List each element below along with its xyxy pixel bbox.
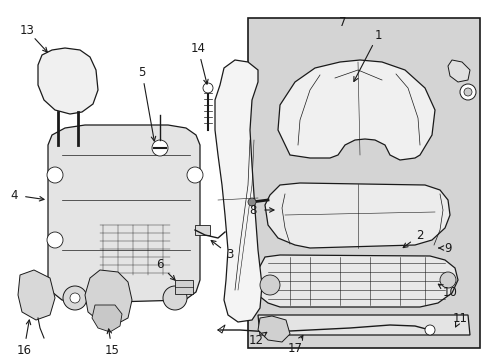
Text: 12: 12	[248, 333, 263, 346]
Text: 14: 14	[190, 41, 205, 54]
Circle shape	[47, 167, 63, 183]
Circle shape	[70, 293, 80, 303]
Circle shape	[439, 272, 455, 288]
Polygon shape	[258, 316, 289, 342]
Polygon shape	[48, 125, 200, 303]
Text: 13: 13	[20, 23, 34, 36]
Polygon shape	[447, 60, 469, 82]
Text: 15: 15	[104, 343, 119, 356]
Circle shape	[424, 325, 434, 335]
Text: 6: 6	[156, 258, 163, 271]
Text: 1: 1	[373, 28, 381, 41]
Text: 11: 11	[451, 311, 467, 324]
Polygon shape	[18, 270, 55, 320]
Circle shape	[459, 84, 475, 100]
Polygon shape	[92, 305, 122, 332]
Text: 7: 7	[339, 15, 346, 28]
Polygon shape	[215, 60, 262, 322]
Polygon shape	[264, 183, 449, 248]
Polygon shape	[254, 255, 457, 307]
Circle shape	[260, 275, 280, 295]
Bar	[195, 225, 209, 235]
Text: 8: 8	[249, 203, 256, 216]
Bar	[247, 18, 479, 348]
Text: 9: 9	[443, 242, 451, 255]
Circle shape	[247, 198, 256, 206]
Text: 17: 17	[287, 342, 302, 355]
Text: 3: 3	[226, 248, 233, 261]
Text: 5: 5	[138, 66, 145, 78]
Circle shape	[47, 232, 63, 248]
Text: 2: 2	[415, 229, 423, 242]
Circle shape	[163, 286, 186, 310]
Circle shape	[203, 83, 213, 93]
Bar	[175, 280, 193, 294]
Circle shape	[63, 286, 87, 310]
Circle shape	[463, 88, 471, 96]
Circle shape	[152, 140, 168, 156]
Polygon shape	[85, 270, 132, 325]
Polygon shape	[278, 60, 434, 160]
Text: 10: 10	[442, 285, 456, 298]
Circle shape	[186, 167, 203, 183]
Text: 16: 16	[17, 343, 31, 356]
Text: 4: 4	[10, 189, 18, 202]
Polygon shape	[38, 48, 98, 114]
Polygon shape	[258, 315, 469, 335]
